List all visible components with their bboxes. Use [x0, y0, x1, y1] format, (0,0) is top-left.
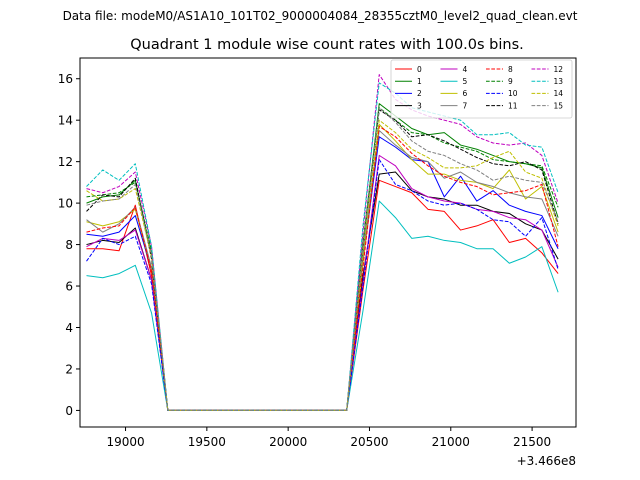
- legend-label-8: 8: [508, 65, 513, 74]
- legend-label-15: 15: [554, 101, 564, 110]
- x-tick-label-21500: 21500: [513, 435, 551, 449]
- y-tick-label-4: 4: [65, 321, 73, 335]
- legend-label-12: 12: [554, 65, 564, 74]
- legend-label-4: 4: [463, 65, 468, 74]
- chart-title: Quadrant 1 module wise count rates with …: [130, 37, 524, 53]
- y-tick-label-0: 0: [65, 404, 73, 418]
- x-tick-label-21000: 21000: [432, 435, 470, 449]
- legend-label-7: 7: [463, 101, 468, 110]
- legend-label-13: 13: [554, 77, 564, 86]
- legend-label-6: 6: [463, 89, 468, 98]
- y-tick-label-14: 14: [58, 114, 73, 128]
- legend-label-9: 9: [508, 77, 513, 86]
- legend-label-14: 14: [554, 89, 564, 98]
- x-tick-label-20500: 20500: [350, 435, 388, 449]
- y-tick-label-10: 10: [58, 197, 73, 211]
- y-tick-label-6: 6: [65, 280, 73, 294]
- x-tick-label-20000: 20000: [269, 435, 307, 449]
- series-group: [86, 74, 559, 411]
- x-offset-label: +3.466e8: [517, 454, 576, 468]
- x-tick-label-19500: 19500: [188, 435, 226, 449]
- legend-label-3: 3: [417, 101, 422, 110]
- legend-label-0: 0: [417, 65, 422, 74]
- y-tick-label-8: 8: [65, 238, 73, 252]
- axes-frame: [79, 57, 577, 428]
- legend-frame: [390, 59, 573, 119]
- legend-label-1: 1: [417, 77, 422, 86]
- legend-label-11: 11: [508, 101, 518, 110]
- y-tick-label-12: 12: [58, 155, 73, 169]
- legend-label-2: 2: [417, 89, 422, 98]
- series-line-15: [86, 107, 559, 411]
- chart-suptitle: Data file: modeM0/AS1A10_101T02_90000040…: [63, 9, 578, 23]
- x-tick-label-19000: 19000: [106, 435, 144, 449]
- legend-label-5: 5: [463, 77, 468, 86]
- series-line-14: [86, 119, 559, 411]
- legend-label-10: 10: [508, 89, 518, 98]
- plot-area: 19000 19500 20000 20500 21000 215000246810121…: [58, 57, 577, 468]
- y-tick-label-16: 16: [58, 72, 73, 86]
- y-tick-label-2: 2: [65, 362, 73, 376]
